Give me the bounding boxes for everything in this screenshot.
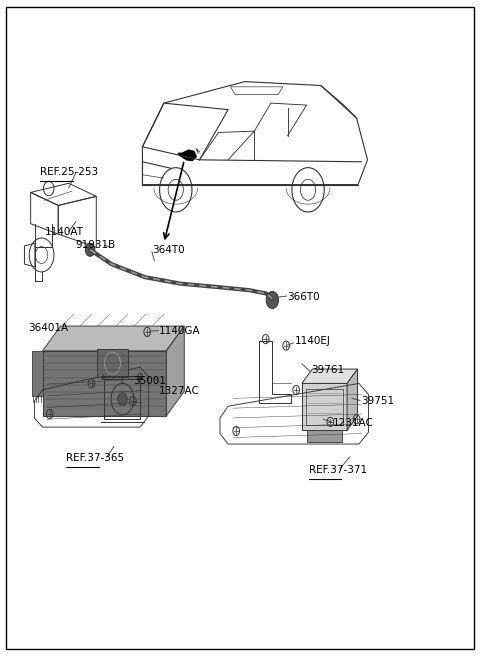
Text: 1140EJ: 1140EJ — [295, 336, 331, 346]
Circle shape — [85, 243, 95, 256]
Text: 364T0: 364T0 — [152, 245, 185, 255]
Text: REF.37-365: REF.37-365 — [66, 453, 124, 463]
Text: 1327AC: 1327AC — [159, 386, 200, 396]
Text: 1140GA: 1140GA — [159, 326, 201, 337]
Text: 36401A: 36401A — [28, 323, 68, 333]
Polygon shape — [302, 383, 347, 430]
Text: 366T0: 366T0 — [288, 292, 320, 302]
Polygon shape — [302, 369, 358, 383]
Text: 1140AT: 1140AT — [45, 226, 84, 237]
Text: 1231AC: 1231AC — [333, 417, 373, 428]
Polygon shape — [97, 349, 128, 377]
Polygon shape — [347, 369, 358, 430]
Text: 91931B: 91931B — [76, 240, 116, 250]
Text: REF.37-371: REF.37-371 — [309, 465, 367, 475]
Text: 35001: 35001 — [133, 377, 166, 386]
Polygon shape — [166, 326, 184, 416]
Text: 39761: 39761 — [312, 365, 345, 375]
Text: 39751: 39751 — [361, 396, 395, 406]
Polygon shape — [178, 150, 196, 161]
Polygon shape — [32, 351, 43, 396]
Polygon shape — [43, 351, 166, 416]
Circle shape — [118, 392, 127, 405]
Text: REF.25-253: REF.25-253 — [40, 167, 98, 176]
Circle shape — [266, 291, 278, 308]
Polygon shape — [307, 430, 342, 442]
Polygon shape — [43, 326, 184, 351]
